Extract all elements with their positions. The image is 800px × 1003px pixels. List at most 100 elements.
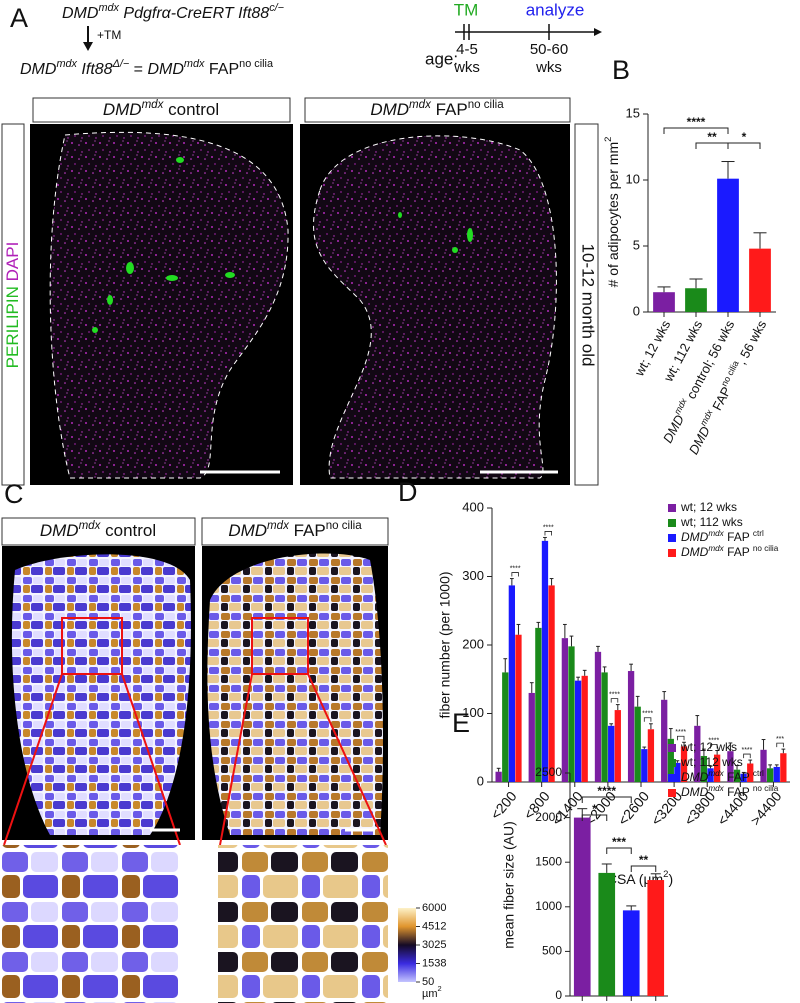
bar xyxy=(773,766,780,782)
text-part: mdx xyxy=(267,520,290,532)
text-part: mdx xyxy=(708,544,724,553)
genotype: DMDmdx Pdgfrα-CreERT Ift88c/− xyxy=(62,2,284,22)
text-part: mdx xyxy=(142,99,165,111)
significance-bracket xyxy=(710,744,718,749)
text-part: FAP xyxy=(708,384,734,416)
legend-label: wt; 112 wks xyxy=(680,515,743,529)
text-part: # of adipocytes per mm xyxy=(605,142,621,288)
bar xyxy=(647,729,655,782)
text-part: ) xyxy=(668,871,673,887)
panel-label: E xyxy=(452,708,470,738)
y-tick-label: 0 xyxy=(633,303,640,318)
bar xyxy=(495,771,502,782)
fiber-map xyxy=(11,554,191,835)
text-part: DMD xyxy=(20,61,57,78)
bar xyxy=(674,762,681,782)
text-part: DMD xyxy=(62,5,99,22)
text-part: Ift88 xyxy=(77,61,113,78)
header-box xyxy=(304,97,571,123)
zoom-box xyxy=(251,617,309,675)
fiber-map xyxy=(207,553,383,835)
text-part: mdx xyxy=(708,529,724,538)
significance-bracket xyxy=(581,814,608,821)
significance-label: ** xyxy=(707,130,717,144)
text-part: FAP xyxy=(431,100,468,119)
y-tick-label: 100 xyxy=(462,705,484,720)
y-axis-label: # of adipocytes per mm2 xyxy=(603,137,621,288)
text-part: mdx xyxy=(79,520,102,532)
text-part: DMD xyxy=(40,521,79,540)
zoom-inset xyxy=(2,845,180,1003)
y-tick-label: 2500 xyxy=(535,765,562,779)
bar xyxy=(608,725,615,782)
y-tick-label: 2000 xyxy=(535,810,562,824)
zoom-line xyxy=(3,673,63,846)
bar xyxy=(740,773,747,782)
y-tick-label: 400 xyxy=(462,499,484,514)
y-axis-label: fiber number (per 1000) xyxy=(437,571,453,718)
significance-bracket xyxy=(727,142,761,149)
text-part: 2 xyxy=(603,137,614,142)
panel-label: D xyxy=(398,477,418,507)
y-tick-label: 0 xyxy=(555,988,562,1002)
significance-bracket xyxy=(776,742,784,748)
legend-label: wt; 12 wks xyxy=(680,740,737,754)
label-box xyxy=(574,123,599,486)
y-tick-label: 10 xyxy=(626,171,640,186)
zoom-box xyxy=(61,617,123,675)
legend-label: DMDmdx FAP no cilia xyxy=(681,544,779,560)
timeline-label: analyze xyxy=(526,0,585,19)
age-label: age: xyxy=(425,49,458,68)
significance-label: **** xyxy=(687,115,706,129)
text-part: FAP xyxy=(724,770,753,784)
bar xyxy=(661,699,668,782)
legend-swatch xyxy=(668,549,676,557)
text-part: Pdgfrα-CreERT Ift88 xyxy=(119,5,269,22)
bar xyxy=(573,817,591,996)
bar xyxy=(766,768,774,782)
bar xyxy=(749,248,771,312)
bar xyxy=(707,768,714,782)
significance-label: *** xyxy=(776,736,784,743)
age-start: wks xyxy=(453,59,480,76)
bar xyxy=(694,725,701,782)
bar xyxy=(685,288,707,312)
text-part: control xyxy=(163,100,219,119)
arrow-head xyxy=(83,42,93,51)
bar xyxy=(653,292,675,312)
zoom-line xyxy=(219,673,253,846)
text-part: mdx xyxy=(184,58,205,70)
colorbar-label: 50 xyxy=(422,976,434,988)
bar xyxy=(508,585,516,782)
bar xyxy=(747,763,754,782)
text-part: wt; 12 wks xyxy=(680,740,737,754)
text-part: FAP xyxy=(724,545,753,559)
legend-swatch xyxy=(668,789,676,797)
y-tick-label: 15 xyxy=(626,105,640,120)
bar xyxy=(680,746,688,782)
text-part: µm xyxy=(422,988,438,1000)
significance-label: **** xyxy=(642,711,653,718)
y-tick-label: 500 xyxy=(542,944,562,958)
bar xyxy=(780,753,787,782)
bar xyxy=(733,769,741,782)
legend-label: DMDmdx FAP no cilia xyxy=(681,784,779,800)
text-part: mdx xyxy=(708,769,724,778)
significance-bracket xyxy=(743,753,751,759)
bar xyxy=(627,671,635,782)
significance-label: **** xyxy=(597,784,616,798)
zoom-line xyxy=(121,673,181,846)
legend-label: DMDmdx FAP ctrl xyxy=(681,769,764,785)
y-tick-label: 0 xyxy=(477,773,484,788)
text-part: FAP xyxy=(724,530,753,544)
y-axis-label: mean fiber size (AU) xyxy=(501,821,517,949)
colorbar-label: 4512 xyxy=(422,920,446,932)
age-start: 4-5 xyxy=(456,41,478,58)
age-end: 50-60 xyxy=(530,41,568,58)
bar xyxy=(717,178,739,312)
colorbar-unit: µm2 xyxy=(422,984,442,999)
muscle-section xyxy=(49,131,289,479)
image-header: DMDmdx control xyxy=(40,520,156,540)
y-tick-label: 1000 xyxy=(535,899,562,913)
